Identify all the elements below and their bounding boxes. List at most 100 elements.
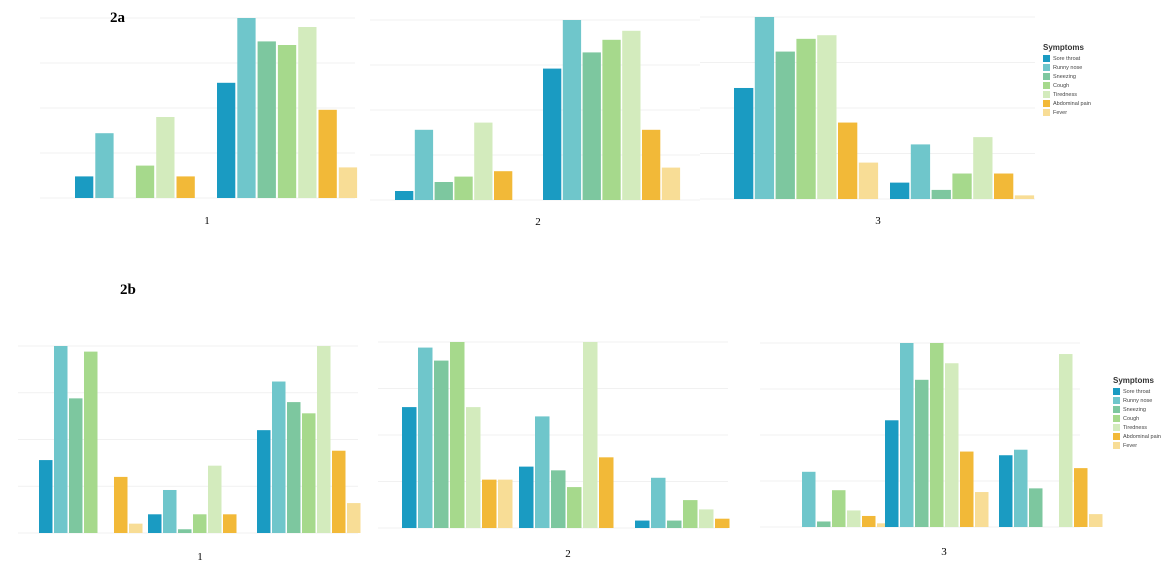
panel-label: 2 (535, 216, 541, 228)
bar-tiredness (622, 30, 641, 200)
legend-swatch (1043, 64, 1050, 71)
legend-label: Runny nose (1123, 397, 1153, 404)
chart-panel-2a-2: 2 (370, 19, 700, 228)
panel-label: 3 (941, 546, 947, 558)
bar-runny-nose (272, 381, 286, 533)
bar-abdominal-pain (176, 176, 195, 198)
bar-fever (129, 523, 143, 533)
bar-runny-nose (414, 129, 434, 200)
legend-item: Abdominal pain (1113, 432, 1161, 441)
bar-tiredness (817, 35, 837, 200)
bar-tiredness (1059, 354, 1073, 527)
bar-fever (975, 492, 989, 527)
bar-sneezing (667, 520, 682, 528)
chart-panel-2a-1: 1 (40, 17, 358, 227)
bar-abdominal-pain (494, 171, 513, 200)
bar-fever (877, 523, 891, 527)
bar-runny-nose (163, 489, 177, 533)
bar-cough (84, 351, 98, 533)
legend-swatch (1113, 442, 1120, 449)
legend-item: Fever (1113, 441, 1161, 450)
bar-sore-throat (402, 407, 417, 528)
bar-sore-throat (217, 82, 236, 198)
bar-runny-nose (900, 343, 914, 527)
bar-runny-nose (1014, 449, 1028, 527)
chart-panel-2a-3: 3 (700, 16, 1035, 227)
panel-label: 2 (565, 548, 571, 560)
bar-sneezing (551, 470, 566, 528)
bar-sneezing (931, 189, 951, 199)
legend-swatch (1113, 388, 1120, 395)
bar-sneezing (69, 398, 83, 533)
legend-2a: Symptoms Sore throat Runny nose Sneezing Co… (1043, 43, 1091, 117)
bar-cough (683, 500, 698, 528)
legend-item: Sneezing (1043, 72, 1091, 81)
bar-tiredness (583, 342, 598, 528)
legend-item: Cough (1043, 81, 1091, 90)
bar-cough (454, 176, 473, 200)
legend-label: Fever (1053, 109, 1068, 116)
bar-tiredness (474, 122, 493, 200)
bar-sore-throat (885, 420, 899, 527)
bar-sore-throat (999, 455, 1013, 527)
legend-label: Sore throat (1053, 55, 1081, 62)
bar-sore-throat (39, 460, 53, 533)
bar-sore-throat (543, 68, 562, 200)
bar-runny-nose (802, 471, 816, 527)
legend-swatch (1113, 415, 1120, 422)
legend-swatch (1113, 397, 1120, 404)
section-title-2a: 2a (110, 10, 125, 26)
bar-sneezing (287, 402, 301, 533)
bar-abdominal-pain (838, 122, 858, 199)
bar-abdominal-pain (223, 514, 237, 533)
legend-label: Cough (1123, 415, 1140, 422)
bar-abdominal-pain (114, 476, 128, 533)
bar-tiredness (298, 27, 317, 198)
legend-swatch (1113, 433, 1120, 440)
legend-label: Tiredness (1123, 424, 1147, 431)
bar-runny-nose (910, 144, 931, 199)
bar-cough (302, 413, 316, 533)
bar-sneezing (775, 51, 795, 199)
legend-swatch (1043, 55, 1050, 62)
bar-tiredness (945, 363, 959, 527)
bar-fever (1014, 195, 1035, 199)
legend-title: Symptoms (1043, 43, 1084, 52)
legend-swatch (1043, 109, 1050, 116)
legend-item: Sore throat (1113, 387, 1161, 396)
bar-runny-nose (754, 17, 775, 199)
bar-sneezing (915, 379, 929, 527)
bar-abdominal-pain (1074, 468, 1088, 527)
bar-tiredness (317, 346, 331, 533)
bar-cough (952, 173, 972, 199)
bar-sore-throat (257, 430, 271, 533)
legend-item: Abdominal pain (1043, 99, 1091, 108)
bar-fever (498, 479, 513, 528)
legend-item: Sneezing (1113, 405, 1161, 414)
bar-sore-throat (519, 466, 534, 528)
bar-fever (661, 167, 681, 200)
legend-item: Runny nose (1113, 396, 1161, 405)
bar-cough (277, 45, 297, 198)
bar-abdominal-pain (994, 173, 1014, 199)
legend-swatch (1043, 100, 1050, 107)
bar-cough (602, 39, 621, 200)
bar-sore-throat (890, 182, 910, 199)
bar-abdominal-pain (482, 479, 497, 528)
bar-sneezing (257, 41, 276, 199)
legend-swatch (1113, 424, 1120, 431)
bar-abdominal-pain (599, 457, 614, 528)
legend-items: Sore throat Runny nose Sneezing Cough Tiredn… (1043, 54, 1091, 117)
legend-label: Sneezing (1053, 73, 1076, 80)
legend-item: Runny nose (1043, 63, 1091, 72)
bar-sneezing (582, 52, 601, 201)
legend-item: Cough (1113, 414, 1161, 423)
legend-label: Tiredness (1053, 91, 1077, 98)
bar-tiredness (156, 117, 175, 198)
bar-cough (567, 487, 582, 528)
panel-label: 1 (197, 551, 203, 563)
bar-sore-throat (75, 176, 94, 198)
bar-tiredness (208, 465, 222, 533)
panel-label: 1 (204, 215, 210, 227)
